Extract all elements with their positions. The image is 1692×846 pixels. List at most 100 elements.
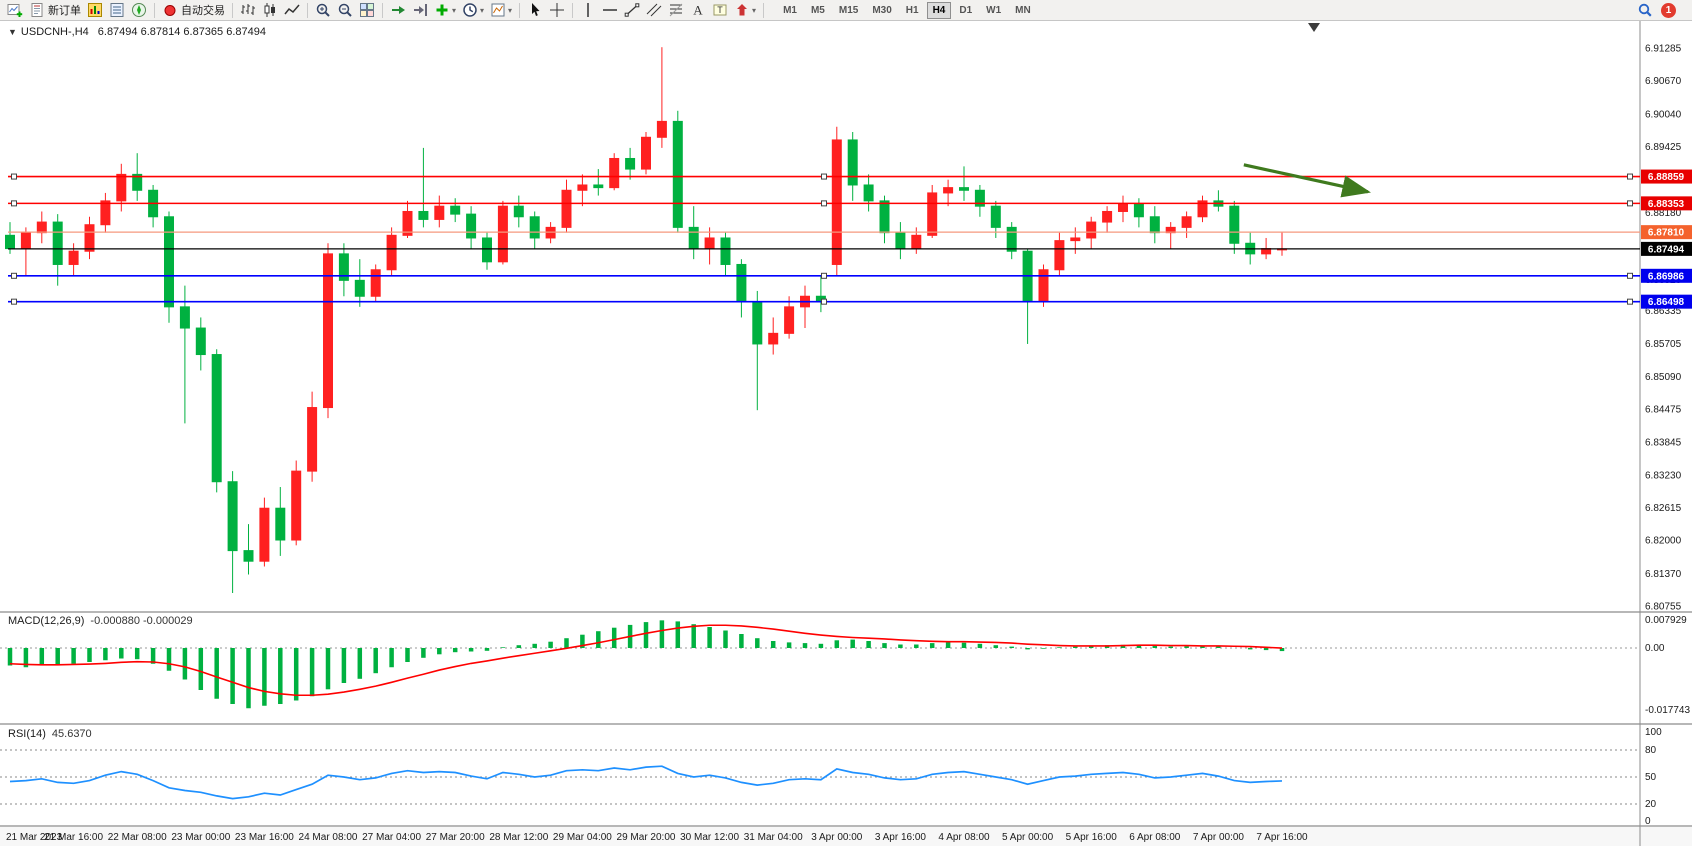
line-handle[interactable] — [1627, 173, 1633, 180]
price-line-label — [1641, 294, 1692, 309]
time-axis-label: 29 Mar 20:00 — [617, 832, 676, 843]
time-axis-label: 27 Mar 04:00 — [362, 832, 421, 843]
time-axis-label: 23 Mar 16:00 — [235, 832, 294, 843]
zoom-out-button[interactable] — [334, 1, 356, 20]
price-axis[interactable] — [1641, 21, 1692, 827]
line-handle[interactable] — [821, 200, 827, 207]
data-window-button[interactable] — [106, 1, 128, 20]
macd-histogram — [7, 620, 1285, 709]
arrows-button[interactable]: ▾ — [731, 1, 759, 20]
chart-shift-marker[interactable] — [1308, 23, 1320, 32]
search-icon[interactable] — [1637, 2, 1653, 18]
text-button[interactable]: A — [687, 1, 709, 20]
line-handle[interactable] — [821, 173, 827, 180]
time-axis-label: 22 Mar 08:00 — [108, 832, 167, 843]
trend-arrow-annotation[interactable] — [1243, 163, 1371, 198]
vertical-line-button[interactable] — [577, 1, 599, 20]
vline-icon — [580, 2, 596, 18]
timeframe-m1-button[interactable]: M1 — [783, 4, 797, 16]
timeframe-h4-button[interactable]: H4 — [926, 1, 952, 19]
timeframe-d1-button[interactable]: D1 — [959, 4, 973, 16]
time-axis-label: 23 Mar 00:00 — [171, 832, 230, 843]
trendline-button[interactable] — [621, 1, 643, 20]
time-axis-label: 24 Mar 08:00 — [299, 832, 358, 843]
notification-badge[interactable]: 1 — [1661, 2, 1676, 18]
svg-text:6.86986: 6.86986 — [1648, 271, 1685, 282]
new-order-button-label: 新订单 — [48, 5, 81, 17]
price-line-label — [1641, 241, 1692, 256]
one-click-trading-toggle[interactable]: ▼ — [8, 27, 17, 37]
rsi-axis-label: 50 — [1645, 772, 1657, 783]
price-axis-label: 6.86335 — [1645, 306, 1682, 317]
line-handle[interactable] — [821, 272, 827, 279]
line-handle[interactable] — [11, 298, 17, 305]
line-handle[interactable] — [821, 298, 827, 305]
candle-chart-button[interactable] — [259, 1, 281, 20]
price-line-label — [1641, 225, 1692, 240]
auto-scroll-button[interactable] — [387, 1, 409, 20]
line-handle[interactable] — [1627, 200, 1633, 207]
hline-icon — [602, 2, 618, 18]
tile-windows-button[interactable] — [356, 1, 378, 20]
horizontal-line-button[interactable] — [599, 1, 621, 20]
trendline-icon — [624, 2, 640, 18]
autotrading-button[interactable]: 自动交易 — [159, 1, 228, 20]
toolbar-separator — [154, 2, 155, 18]
symbol-period-label: USDCNH-,H4 — [20, 26, 89, 38]
new-chart-button[interactable] — [4, 1, 26, 20]
zoom-in-button[interactable] — [312, 1, 334, 20]
tiles-icon — [359, 2, 375, 18]
fibonacci-icon — [668, 2, 684, 18]
rsi-axis-label: 100 — [1645, 727, 1662, 738]
crosshair-button[interactable] — [546, 1, 568, 20]
toolbar-separator — [307, 2, 308, 18]
symbol-info: ▼ USDCNH-,H4 6.87494 6.87814 6.87365 6.874… — [8, 26, 266, 38]
chevron-down-icon: ▾ — [452, 5, 457, 15]
svg-text:6.88859: 6.88859 — [1648, 172, 1685, 183]
timeframe-h1-button[interactable]: H1 — [905, 4, 919, 16]
timeframe-mn-button[interactable]: MN — [1015, 4, 1031, 16]
cursor-button[interactable] — [524, 1, 546, 20]
line-handle[interactable] — [1627, 298, 1633, 305]
navigator-button[interactable] — [128, 1, 150, 20]
time-axis-strip[interactable] — [0, 827, 1692, 846]
line-handle[interactable] — [11, 173, 17, 180]
price-line-label — [1641, 169, 1692, 184]
zoom-in-icon — [315, 2, 331, 18]
market-watch-button[interactable] — [84, 1, 106, 20]
toolbar-separator — [382, 2, 383, 18]
line-handle[interactable] — [1627, 272, 1633, 279]
price-axis-label: 6.88180 — [1645, 208, 1682, 219]
crosshair-icon — [549, 2, 565, 18]
line-handle[interactable] — [11, 272, 17, 279]
rsi-value: 45.6370 — [51, 728, 92, 740]
periods-button[interactable]: ▾ — [459, 1, 487, 20]
channel-button[interactable] — [643, 1, 665, 20]
text-label-button[interactable]: T — [709, 1, 731, 20]
cursor-icon — [527, 2, 543, 18]
chart-shift-button[interactable] — [409, 1, 431, 20]
price-axis-label: 6.91285 — [1645, 44, 1682, 55]
price-axis-label: 6.89425 — [1645, 142, 1682, 153]
fibonacci-button[interactable] — [665, 1, 687, 20]
timeframe-m30-button[interactable]: M30 — [872, 4, 892, 16]
timeframe-w1-button[interactable]: W1 — [986, 4, 1002, 16]
time-axis-label: 7 Apr 16:00 — [1256, 832, 1308, 843]
bar-chart-button[interactable] — [237, 1, 259, 20]
line-chart-button[interactable] — [281, 1, 303, 20]
indicators-button[interactable]: ▾ — [431, 1, 459, 20]
templates-button[interactable]: ▾ — [487, 1, 515, 20]
new-order-button[interactable]: 新订单 — [26, 1, 84, 20]
time-axis-label: 29 Mar 04:00 — [553, 832, 612, 843]
timeframe-m15-button[interactable]: M15 — [838, 4, 859, 16]
svg-text:T: T — [717, 5, 723, 15]
navigator-icon — [131, 2, 147, 18]
candles-layer — [5, 47, 1287, 594]
toolbar-separator — [519, 2, 521, 18]
time-axis-label: 30 Mar 12:00 — [680, 832, 739, 843]
text-label-icon: T — [712, 2, 728, 18]
price-axis-label: 6.90670 — [1645, 76, 1682, 87]
line-handle[interactable] — [11, 200, 17, 207]
timeframe-m5-button[interactable]: M5 — [810, 4, 825, 16]
